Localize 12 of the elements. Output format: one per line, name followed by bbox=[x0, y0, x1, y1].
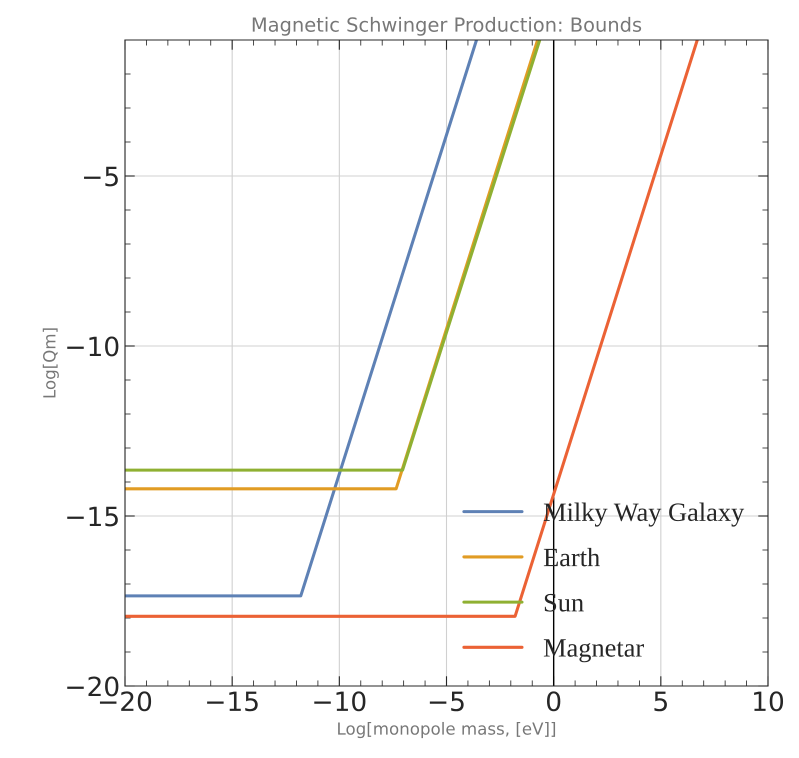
y-tick-label: −5 bbox=[84, 166, 118, 186]
x-tick-label: −10 bbox=[314, 691, 366, 712]
x-tick-label: −5 bbox=[430, 692, 464, 712]
x-axis-title: Log[monopole mass, [eV]] bbox=[338, 722, 556, 738]
chart-title: Magnetic Schwinger Production: Bounds bbox=[252, 16, 642, 36]
y-tick-label: −15 bbox=[67, 506, 118, 526]
y-tick-label: −10 bbox=[67, 336, 118, 356]
y-axis-title: Log[Qm] bbox=[42, 328, 59, 398]
x-tick-label: 0 bbox=[547, 691, 560, 712]
x-tick-label: 5 bbox=[654, 692, 667, 712]
x-tick-label: 10 bbox=[754, 691, 784, 712]
x-tick-label: −15 bbox=[207, 692, 258, 712]
